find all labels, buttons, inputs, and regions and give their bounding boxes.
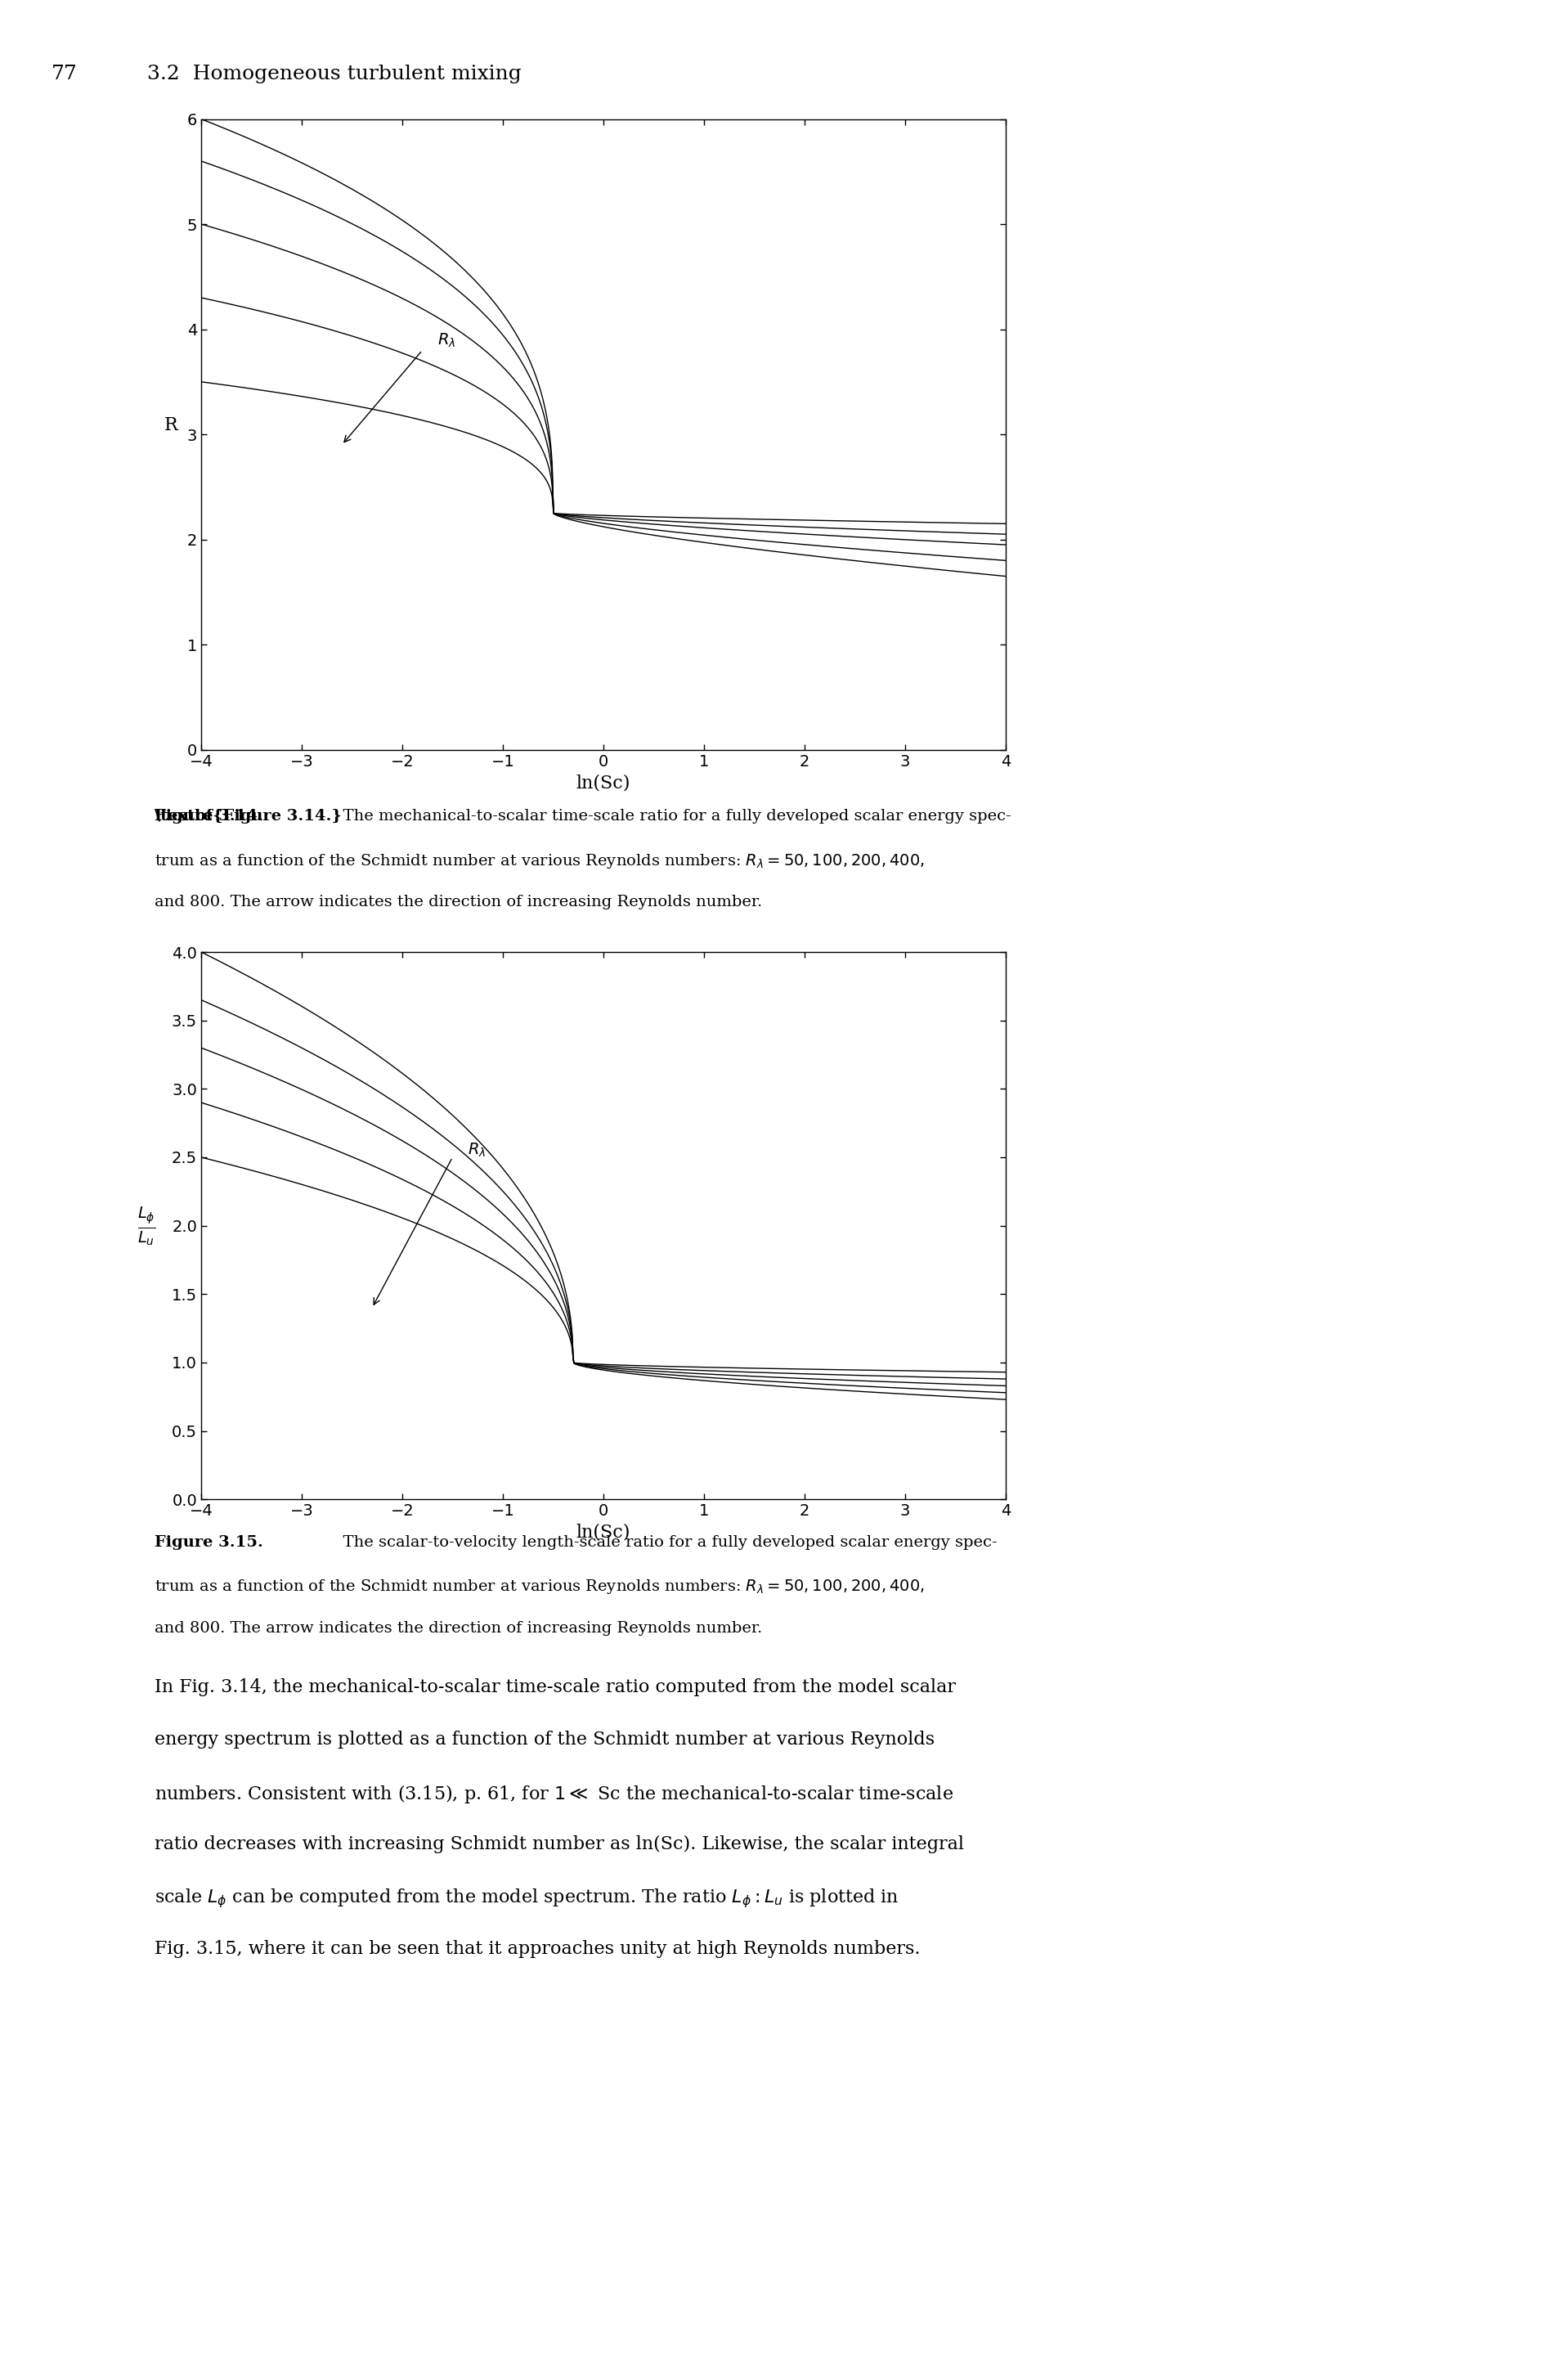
Text: Figure 3.14.: Figure 3.14.: [155, 809, 263, 823]
Text: scale $L_\phi$ can be computed from the model spectrum. The ratio $L_\phi : L_u$: scale $L_\phi$ can be computed from the …: [155, 1887, 899, 1911]
Text: $R_\lambda$: $R_\lambda$: [438, 331, 455, 350]
Y-axis label: R: R: [164, 416, 178, 433]
Text: trum as a function of the Schmidt number at various Reynolds numbers: $R_\lambda: trum as a function of the Schmidt number…: [155, 1578, 925, 1597]
Text: energy spectrum is plotted as a function of the Schmidt number at various Reynol: energy spectrum is plotted as a function…: [155, 1730, 934, 1749]
Text: Figure 3.15.: Figure 3.15.: [155, 1535, 263, 1549]
X-axis label: ln(Sc): ln(Sc): [575, 774, 631, 793]
Text: numbers. Consistent with (3.15), p. 61, for $1 \ll$ Sc the mechanical-to-scalar : numbers. Consistent with (3.15), p. 61, …: [155, 1783, 953, 1804]
Text: trum as a function of the Schmidt number at various Reynolds numbers: $R_\lambda: trum as a function of the Schmidt number…: [155, 852, 925, 871]
Text: The mechanical-to-scalar time-scale ratio for a fully developed scalar energy sp: The mechanical-to-scalar time-scale rati…: [333, 809, 1012, 823]
Text: Fig. 3.15, where it can be seen that it approaches unity at high Reynolds number: Fig. 3.15, where it can be seen that it …: [155, 1940, 920, 1959]
Text: $R_\lambda$: $R_\lambda$: [467, 1142, 486, 1159]
Text: The scalar-to-velocity length-scale ratio for a fully developed scalar energy sp: The scalar-to-velocity length-scale rati…: [333, 1535, 998, 1549]
Text: In Fig. 3.14, the mechanical-to-scalar time-scale ratio computed from the model : In Fig. 3.14, the mechanical-to-scalar t…: [155, 1678, 956, 1697]
Text: ratio decreases with increasing Schmidt number as ln(Sc). Likewise, the scalar i: ratio decreases with increasing Schmidt …: [155, 1835, 964, 1854]
Y-axis label: $\frac{L_\phi}{L_u}$: $\frac{L_\phi}{L_u}$: [138, 1204, 156, 1247]
Text: 3.2  Homogeneous turbulent mixing: 3.2 Homogeneous turbulent mixing: [147, 64, 521, 83]
Text: 77: 77: [51, 64, 77, 83]
Text: and 800. The arrow indicates the direction of increasing Reynolds number.: and 800. The arrow indicates the directi…: [155, 895, 763, 909]
Text: \textbf{Figure 3.14.}: \textbf{Figure 3.14.}: [155, 809, 342, 823]
X-axis label: ln(Sc): ln(Sc): [575, 1523, 631, 1542]
Text: and 800. The arrow indicates the direction of increasing Reynolds number.: and 800. The arrow indicates the directi…: [155, 1621, 763, 1635]
